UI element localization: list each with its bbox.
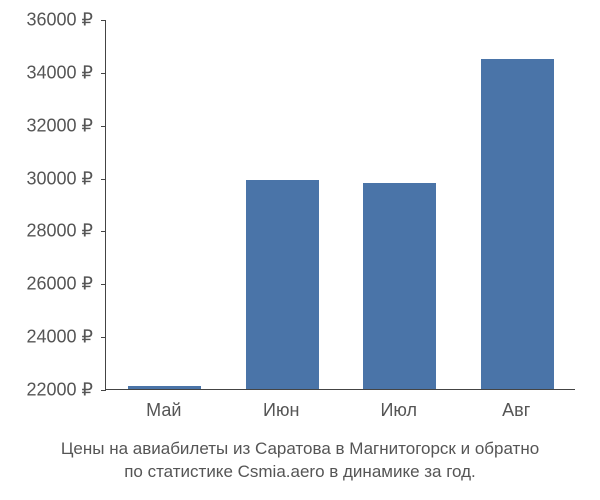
x-tick-label: Июн — [263, 400, 299, 421]
y-tick-label: 22000 ₽ — [0, 380, 105, 401]
y-tick-label: 34000 ₽ — [0, 62, 105, 83]
bar — [246, 180, 319, 389]
bar — [363, 183, 436, 389]
plot-area — [105, 20, 575, 390]
bar — [128, 386, 201, 389]
y-tick-label: 28000 ₽ — [0, 221, 105, 242]
x-tick-label: Июл — [380, 400, 417, 421]
caption-line-1: Цены на авиабилеты из Саратова в Магнито… — [61, 439, 539, 458]
y-tick-label: 32000 ₽ — [0, 115, 105, 136]
x-tick-label: Май — [146, 400, 181, 421]
y-tick-label: 36000 ₽ — [0, 10, 105, 31]
chart-caption: Цены на авиабилеты из Саратова в Магнито… — [0, 438, 600, 484]
y-tick-label: 26000 ₽ — [0, 274, 105, 295]
price-chart: Цены на авиабилеты из Саратова в Магнито… — [0, 0, 600, 500]
x-tick-label: Авг — [502, 400, 530, 421]
caption-line-2: по статистике Csmia.aero в динамике за г… — [124, 462, 476, 481]
y-tick-label: 30000 ₽ — [0, 168, 105, 189]
bar — [481, 59, 554, 389]
y-tick-label: 24000 ₽ — [0, 327, 105, 348]
